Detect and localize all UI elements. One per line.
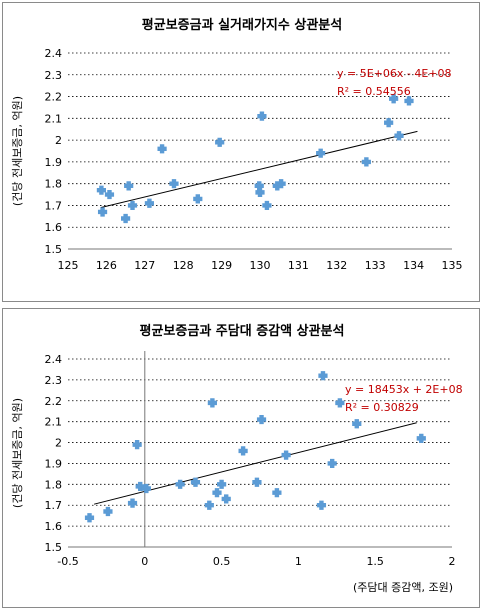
- data-point: [272, 488, 282, 498]
- scatter-chart-1: 평균보증금과 실거래가지수 상관분석 1.5 1.6 1.7 1.8 1.9 2 2.1 2.2…: [11, 17, 463, 272]
- x-tick-label: 126: [96, 259, 117, 272]
- x-tick-label: 125: [58, 259, 79, 272]
- data-point: [84, 513, 95, 523]
- x-tick-label: 2: [449, 555, 456, 568]
- x-tick-label: 0: [141, 555, 148, 568]
- data-point: [144, 198, 155, 208]
- y-tick-label: 2.4: [45, 47, 63, 60]
- y-tick-label: 1.6: [45, 520, 63, 533]
- data-point: [416, 433, 426, 443]
- r-squared-label: R² = 0.54556: [337, 85, 411, 98]
- x-tick-label: 128: [173, 259, 194, 272]
- data-point: [327, 458, 337, 469]
- y-tick-label: 1.7: [45, 499, 63, 512]
- data-point: [262, 200, 272, 211]
- x-tick-label: 133: [365, 259, 386, 272]
- trend-equation: y = 18453x + 2E+08: [345, 383, 463, 396]
- chart-title: 평균보증금과 실거래가지수 상관분석: [142, 17, 342, 33]
- data-point: [318, 371, 328, 381]
- data-point: [127, 200, 138, 211]
- data-point: [384, 118, 394, 128]
- y-tick-label: 1.5: [45, 243, 63, 256]
- data-point: [190, 477, 201, 487]
- data-point: [255, 187, 265, 197]
- trendline: [100, 130, 418, 209]
- y-tick-label: 2.2: [45, 91, 63, 104]
- data-point: [256, 414, 267, 425]
- y-tick-label: 2.3: [45, 69, 63, 82]
- data-point: [169, 179, 179, 189]
- scatter-chart-2: 평균보증금과 주담대 증감액 상관분석 1.5 1.6 1.7 1.8 1.9 2 2.1 2.…: [11, 323, 463, 594]
- data-point: [124, 181, 134, 191]
- data-point: [394, 131, 404, 141]
- data-point: [352, 419, 362, 429]
- y-tick-label: 2.1: [45, 416, 63, 429]
- x-tick-label: 135: [442, 259, 463, 272]
- data-point: [389, 94, 399, 104]
- data-point: [135, 481, 145, 492]
- data-point: [252, 477, 262, 487]
- data-point: [316, 148, 326, 158]
- data-point: [316, 500, 327, 510]
- data-point: [207, 398, 217, 408]
- data-point: [96, 185, 107, 195]
- data-point: [127, 498, 138, 508]
- y-axis-label: (건당 전세보증금, 억원): [11, 398, 24, 508]
- data-point: [212, 488, 222, 498]
- data-point: [157, 144, 167, 154]
- data-point: [193, 194, 203, 204]
- data-point: [276, 179, 286, 189]
- y-tick-label: 1.6: [45, 221, 63, 234]
- y-tick-label: 2.4: [45, 353, 63, 366]
- chart-panel-1: 평균보증금과 실거래가지수 상관분석 1.5 1.6 1.7 1.8 1.9 2 2.1 2.2…: [2, 2, 480, 302]
- y-tick-label: 2: [55, 437, 62, 450]
- data-point: [132, 440, 142, 450]
- x-tick-label: -0.5: [57, 555, 78, 568]
- y-tick-label: 1.9: [45, 156, 63, 169]
- data-point: [257, 111, 267, 121]
- data-point: [404, 96, 414, 106]
- y-tick-label: 1.7: [45, 199, 63, 212]
- x-tick-label: 134: [403, 259, 424, 272]
- y-tick-label: 2: [55, 134, 62, 147]
- data-point: [103, 506, 113, 517]
- x-axis-label: (주담대 증감액, 조원): [353, 581, 453, 594]
- x-tick-label: 0.5: [213, 555, 231, 568]
- y-tick-label: 1.9: [45, 457, 63, 470]
- data-point: [254, 181, 264, 191]
- chart-panel-2: 평균보증금과 주담대 증감액 상관분석 1.5 1.6 1.7 1.8 1.9 2 2.1 2.…: [2, 308, 480, 608]
- y-tick-label: 1.8: [45, 478, 63, 491]
- y-axis-label: (건당 전세보증금, 억원): [11, 96, 24, 206]
- trend-equation: y = 5E+06x - 4E+08: [337, 67, 452, 80]
- data-point: [335, 398, 345, 408]
- x-tick-label: 127: [134, 259, 155, 272]
- data-point: [361, 157, 371, 167]
- y-tick-label: 1.5: [45, 541, 63, 554]
- x-tick-label: 1.5: [366, 555, 384, 568]
- chart-title: 평균보증금과 주담대 증감액 상관분석: [140, 323, 345, 339]
- data-point: [204, 500, 214, 510]
- y-tick-label: 2.2: [45, 395, 63, 408]
- y-tick-label: 2.1: [45, 112, 63, 125]
- data-point: [104, 189, 115, 200]
- y-tick-label: 1.8: [45, 178, 63, 191]
- y-tick-label: 2.3: [45, 374, 63, 387]
- data-point: [175, 479, 185, 489]
- data-point: [141, 483, 151, 494]
- data-point: [238, 446, 248, 456]
- x-tick-label: 130: [250, 259, 271, 272]
- data-point: [221, 494, 231, 504]
- x-tick-label: 1: [295, 555, 302, 568]
- x-tick-label: 129: [211, 259, 232, 272]
- x-tick-label: 131: [288, 259, 309, 272]
- x-tick-label: 132: [326, 259, 347, 272]
- data-point: [217, 479, 227, 489]
- data-point: [281, 450, 291, 460]
- data-point: [215, 137, 225, 147]
- r-squared-label: R² = 0.30829: [345, 401, 419, 414]
- data-point: [121, 213, 131, 224]
- data-point: [97, 207, 108, 217]
